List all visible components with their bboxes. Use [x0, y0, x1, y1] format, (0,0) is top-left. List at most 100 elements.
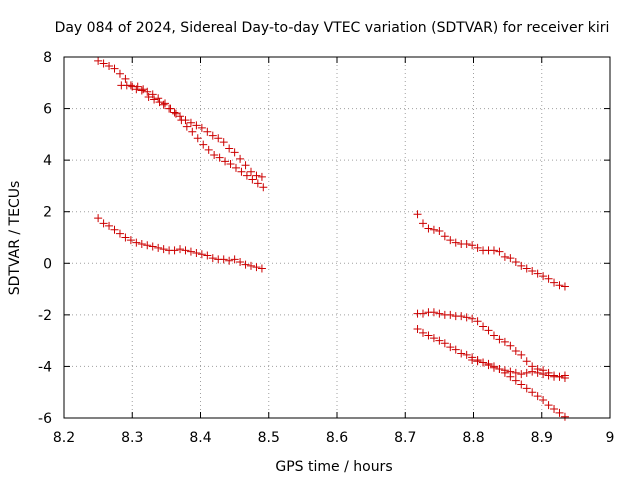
- data-point: [539, 272, 548, 281]
- data-point: [446, 236, 455, 245]
- data-point: [110, 64, 119, 73]
- data-point: [188, 127, 197, 136]
- data-point: [247, 261, 256, 270]
- data-point: [462, 313, 471, 322]
- y-tick-label: -4: [38, 359, 52, 375]
- x-tick-label: 8.3: [121, 430, 143, 446]
- x-tick-label: 8.8: [462, 430, 484, 446]
- data-point: [560, 282, 569, 291]
- series-track-4: [413, 210, 569, 291]
- data-point: [210, 150, 219, 159]
- data-point: [94, 214, 103, 223]
- data-point: [241, 161, 250, 170]
- data-point: [170, 108, 179, 117]
- data-point: [473, 357, 482, 366]
- data-point: [236, 154, 245, 163]
- data-point: [204, 145, 213, 154]
- data-point: [181, 246, 190, 255]
- data-point: [133, 82, 142, 91]
- data-point: [560, 412, 569, 421]
- y-tick-label: -6: [38, 411, 52, 427]
- data-point: [143, 87, 152, 96]
- data-point: [231, 163, 240, 172]
- data-point: [435, 336, 444, 345]
- data-point: [489, 331, 498, 340]
- data-point: [418, 328, 427, 337]
- data-point: [451, 238, 460, 247]
- data-point: [413, 325, 422, 334]
- y-axis-label: SDTVAR / TECUs: [7, 181, 23, 296]
- data-point: [413, 210, 422, 219]
- data-point: [489, 362, 498, 371]
- data-point: [192, 248, 201, 257]
- data-point: [429, 308, 438, 317]
- data-point: [418, 309, 427, 318]
- data-point: [457, 312, 466, 321]
- data-point: [550, 278, 559, 287]
- data-point: [550, 404, 559, 413]
- data-point: [148, 242, 157, 251]
- data-point: [242, 171, 251, 180]
- data-point: [94, 56, 103, 65]
- data-point: [429, 225, 438, 234]
- data-point: [457, 349, 466, 358]
- data-point: [506, 254, 515, 263]
- data-point: [259, 183, 268, 192]
- data-point: [522, 264, 531, 273]
- data-point: [484, 359, 493, 368]
- data-point: [230, 255, 239, 264]
- data-point: [247, 167, 256, 176]
- data-point: [495, 365, 504, 374]
- data-point: [132, 238, 141, 247]
- series-track-3: [94, 214, 266, 273]
- y-tick-label: 6: [43, 102, 52, 118]
- series-track-7: [468, 355, 569, 421]
- data-point: [424, 331, 433, 340]
- data-point: [170, 246, 179, 255]
- grid-lines: [64, 57, 610, 418]
- data-point: [115, 229, 124, 238]
- data-point: [154, 243, 163, 252]
- data-point: [500, 252, 509, 261]
- data-point: [161, 99, 170, 108]
- data-point: [199, 140, 208, 149]
- data-point: [215, 153, 224, 162]
- data-point: [99, 219, 108, 228]
- data-point: [440, 339, 449, 348]
- data-point: [99, 59, 108, 68]
- data-point: [148, 90, 157, 99]
- x-tick-label: 8.5: [258, 430, 280, 446]
- data-point: [468, 314, 477, 323]
- data-point: [248, 175, 257, 184]
- data-point: [555, 281, 564, 290]
- data-point: [489, 246, 498, 255]
- data-point: [484, 326, 493, 335]
- data-point: [126, 236, 135, 245]
- data-point: [137, 239, 146, 248]
- data-point: [473, 243, 482, 252]
- data-point: [539, 395, 548, 404]
- data-point: [257, 264, 266, 273]
- data-point: [177, 116, 186, 125]
- x-tick-label: 9: [606, 430, 615, 446]
- data-point: [252, 263, 261, 272]
- y-tick-label: -2: [38, 308, 52, 324]
- data-point: [451, 345, 460, 354]
- data-point: [241, 260, 250, 269]
- data-point: [462, 239, 471, 248]
- data-point: [539, 370, 548, 379]
- data-point: [555, 408, 564, 417]
- data-point: [225, 256, 234, 265]
- plot-frame: [63, 56, 611, 419]
- data-point: [257, 172, 266, 181]
- data-point: [544, 401, 553, 410]
- series-track-2: [117, 81, 268, 192]
- data-point: [424, 224, 433, 233]
- data-point: [144, 92, 153, 101]
- data-point: [115, 69, 124, 78]
- data-point: [105, 221, 114, 230]
- data-point: [522, 368, 531, 377]
- data-point: [143, 241, 152, 250]
